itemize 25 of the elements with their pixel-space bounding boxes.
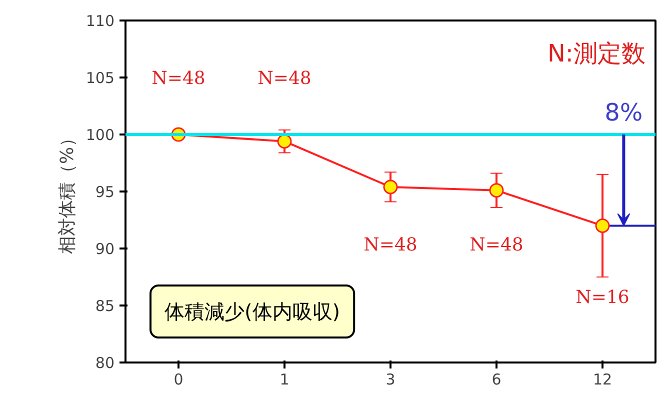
annotation: N=48 (152, 68, 206, 90)
annotation: N=16 (576, 287, 630, 308)
point (489, 183, 504, 198)
y-tick-label: 105 (86, 69, 115, 87)
y-tick-label: 110 (86, 12, 115, 30)
y-tick-label: 90 (95, 240, 115, 258)
point (595, 218, 610, 233)
y-tick-label: 85 (95, 297, 115, 315)
x-tick-label: 0 (174, 370, 184, 388)
y-axis-title: 相対体積（%） (56, 128, 78, 254)
y-tick-label: 95 (95, 183, 115, 201)
annotation: N=48 (258, 68, 312, 90)
x-tick-label: 3 (386, 370, 396, 388)
annotation: 8% (604, 98, 643, 126)
x-tick-label: 1 (280, 370, 290, 388)
x-tick-label: 6 (492, 370, 502, 388)
point (277, 134, 292, 149)
annotation: N=48 (364, 234, 418, 256)
y-tick-label: 100 (86, 126, 115, 144)
annotation: N:測定数 (547, 40, 646, 68)
annotation: 体積減少(体内吸収) (164, 300, 340, 324)
annotation: N=48 (470, 234, 524, 256)
point (383, 180, 398, 194)
y-tick-label: 80 (95, 354, 115, 372)
x-tick-label: 12 (592, 370, 612, 388)
